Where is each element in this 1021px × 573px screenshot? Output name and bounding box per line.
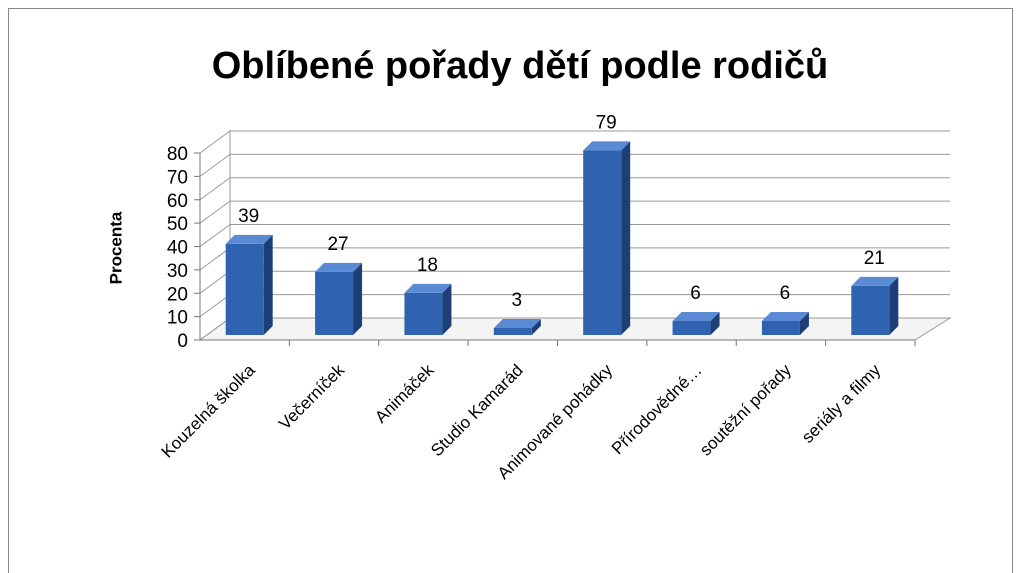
y-tick-label: 80 bbox=[167, 144, 188, 165]
bar bbox=[851, 285, 890, 335]
bar bbox=[315, 271, 354, 335]
bar-side bbox=[531, 318, 541, 335]
bar-side bbox=[889, 276, 899, 335]
y-tick-label: 30 bbox=[167, 261, 188, 282]
bar-top bbox=[404, 283, 452, 293]
y-tick-label: 10 bbox=[167, 308, 188, 329]
bar bbox=[583, 150, 622, 335]
y-tick-label: 20 bbox=[167, 284, 188, 305]
bar-side bbox=[263, 234, 273, 335]
bar bbox=[761, 320, 800, 335]
value-label: 18 bbox=[417, 255, 438, 276]
y-axis-label: Procenta bbox=[106, 211, 125, 284]
chart-title: Oblíbené pořady dětí podle rodičů bbox=[212, 45, 829, 87]
value-label: 39 bbox=[238, 206, 259, 227]
bar-top bbox=[851, 276, 899, 286]
bar-top bbox=[315, 262, 363, 272]
value-label: 79 bbox=[596, 112, 617, 133]
bar-top bbox=[761, 311, 809, 321]
chart-frame bbox=[8, 8, 1013, 573]
bar-side bbox=[621, 141, 631, 335]
y-tick-label: 60 bbox=[167, 191, 188, 212]
grid-line bbox=[199, 130, 950, 154]
y-tick-label: 40 bbox=[167, 238, 188, 259]
bar-side bbox=[442, 283, 452, 335]
bar-top bbox=[672, 311, 720, 321]
bar-top bbox=[583, 141, 631, 151]
bar-side bbox=[353, 262, 363, 335]
bar bbox=[404, 292, 443, 335]
bar-side bbox=[799, 311, 809, 335]
bar bbox=[672, 320, 711, 335]
value-label: 27 bbox=[327, 234, 348, 255]
bar-top bbox=[225, 234, 273, 244]
grid-line bbox=[199, 224, 950, 247]
grid-line bbox=[199, 177, 950, 201]
value-label: 3 bbox=[512, 290, 523, 311]
bar bbox=[493, 327, 532, 335]
floor bbox=[198, 317, 952, 341]
bar-top bbox=[493, 318, 541, 328]
value-label: 6 bbox=[780, 283, 791, 304]
value-label: 6 bbox=[690, 283, 701, 304]
grid-line bbox=[199, 153, 950, 177]
y-tick-label: 70 bbox=[167, 167, 188, 188]
value-label: 21 bbox=[864, 248, 885, 269]
y-tick-label: 50 bbox=[167, 214, 188, 235]
grid-line bbox=[199, 200, 950, 224]
bar bbox=[225, 243, 264, 335]
y-tick-label: 0 bbox=[177, 331, 188, 352]
bar-side bbox=[710, 311, 720, 335]
